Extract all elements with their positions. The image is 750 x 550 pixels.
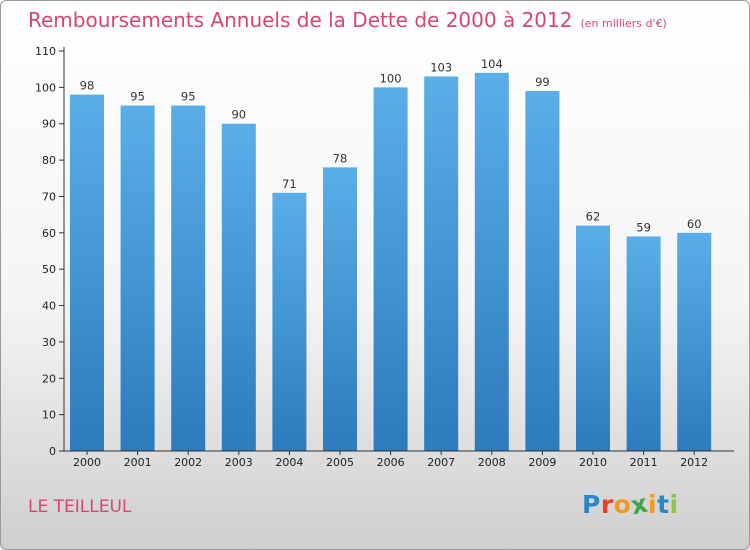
bar-2009 bbox=[525, 91, 560, 451]
y-tick-90: 90 bbox=[42, 118, 56, 131]
logo-letter: i bbox=[669, 490, 679, 519]
value-label-2000: 98 bbox=[80, 79, 95, 93]
commune-name: LE TEILLEUL bbox=[28, 497, 132, 517]
bar-2010 bbox=[576, 225, 610, 451]
x-tick-2002: 2002 bbox=[174, 456, 202, 469]
logo-letter: o bbox=[613, 490, 632, 519]
x-tick-2008: 2008 bbox=[478, 456, 506, 469]
y-tick-0: 0 bbox=[49, 445, 56, 458]
chart-subtitle: (en milliers d'€) bbox=[580, 17, 667, 30]
value-label-2001: 95 bbox=[130, 90, 145, 104]
bar-2012 bbox=[677, 232, 712, 451]
bar-2004 bbox=[272, 192, 307, 451]
bar-2011 bbox=[626, 236, 661, 451]
x-tick-2000: 2000 bbox=[73, 456, 101, 469]
y-tick-20: 20 bbox=[42, 372, 56, 385]
x-tick-2001: 2001 bbox=[124, 456, 152, 469]
proxiti-logo: Proxiti bbox=[582, 489, 679, 521]
y-tick-70: 70 bbox=[42, 190, 56, 203]
value-label-2003: 90 bbox=[231, 108, 246, 122]
y-tick-30: 30 bbox=[42, 336, 56, 349]
x-tick-2006: 2006 bbox=[377, 456, 405, 469]
x-tick-2004: 2004 bbox=[275, 456, 303, 469]
logo-letter: i bbox=[648, 490, 658, 519]
y-tick-60: 60 bbox=[42, 227, 56, 240]
value-label-2009: 99 bbox=[535, 75, 550, 89]
x-tick-2007: 2007 bbox=[427, 456, 455, 469]
x-tick-2010: 2010 bbox=[579, 456, 607, 469]
value-label-2002: 95 bbox=[181, 90, 196, 104]
x-tick-2009: 2009 bbox=[528, 456, 556, 469]
y-tick-80: 80 bbox=[42, 154, 56, 167]
bar-2006 bbox=[373, 87, 408, 451]
bar-2007 bbox=[424, 76, 459, 452]
x-tick-2005: 2005 bbox=[326, 456, 354, 469]
y-tick-40: 40 bbox=[42, 300, 56, 313]
bar-2003 bbox=[221, 123, 256, 452]
chart-title-text: Remboursements Annuels de la Dette de 20… bbox=[28, 8, 573, 32]
y-tick-10: 10 bbox=[42, 409, 56, 422]
value-label-2006: 100 bbox=[380, 71, 402, 85]
y-tick-110: 110 bbox=[35, 45, 56, 58]
bar-2005 bbox=[323, 167, 357, 451]
x-tick-2012: 2012 bbox=[680, 456, 708, 469]
value-label-2005: 78 bbox=[333, 151, 348, 165]
value-label-2004: 71 bbox=[282, 177, 297, 191]
value-label-2008: 104 bbox=[481, 57, 503, 71]
bar-2001 bbox=[120, 105, 155, 451]
value-label-2012: 60 bbox=[687, 217, 702, 231]
value-label-2007: 103 bbox=[430, 60, 452, 74]
x-tick-2003: 2003 bbox=[225, 456, 253, 469]
chart-title: Remboursements Annuels de la Dette de 20… bbox=[28, 8, 667, 32]
bar-2002 bbox=[171, 105, 206, 451]
logo-letter: r bbox=[600, 490, 614, 519]
value-label-2011: 59 bbox=[636, 220, 651, 234]
y-tick-100: 100 bbox=[35, 81, 56, 94]
bar-2000 bbox=[70, 94, 104, 452]
logo-letter: P bbox=[582, 490, 601, 519]
x-tick-2011: 2011 bbox=[630, 456, 658, 469]
value-label-2010: 62 bbox=[586, 210, 601, 224]
bar-2008 bbox=[474, 72, 509, 452]
y-tick-50: 50 bbox=[42, 263, 56, 276]
logo-letter: t bbox=[657, 490, 670, 519]
